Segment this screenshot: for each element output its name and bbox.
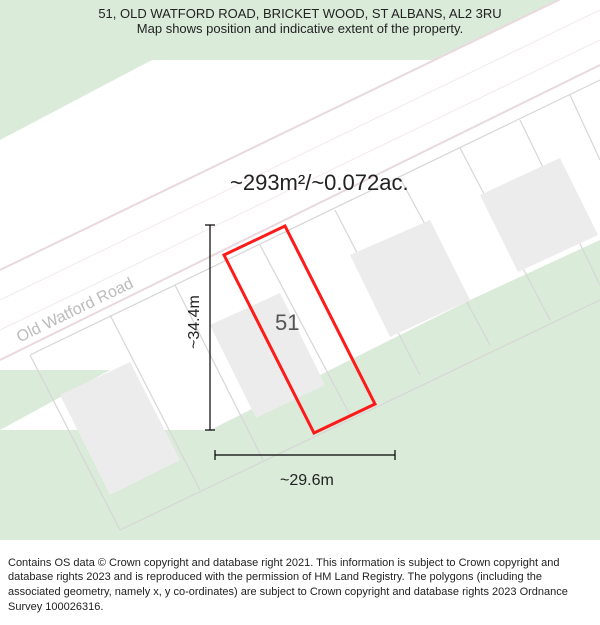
address-title: 51, OLD WATFORD ROAD, BRICKET WOOD, ST A… [10,6,590,21]
dimension-height-label: ~34.4m [186,295,204,349]
subtitle: Map shows position and indicative extent… [10,21,590,36]
header: 51, OLD WATFORD ROAD, BRICKET WOOD, ST A… [0,0,600,40]
area-label: ~293m²/~0.072ac. [230,170,409,196]
footer-attribution: Contains OS data © Crown copyright and d… [0,550,600,625]
plot-number-label: 51 [275,310,299,336]
map-svg [0,0,600,540]
dimension-width-label: ~29.6m [280,472,334,490]
